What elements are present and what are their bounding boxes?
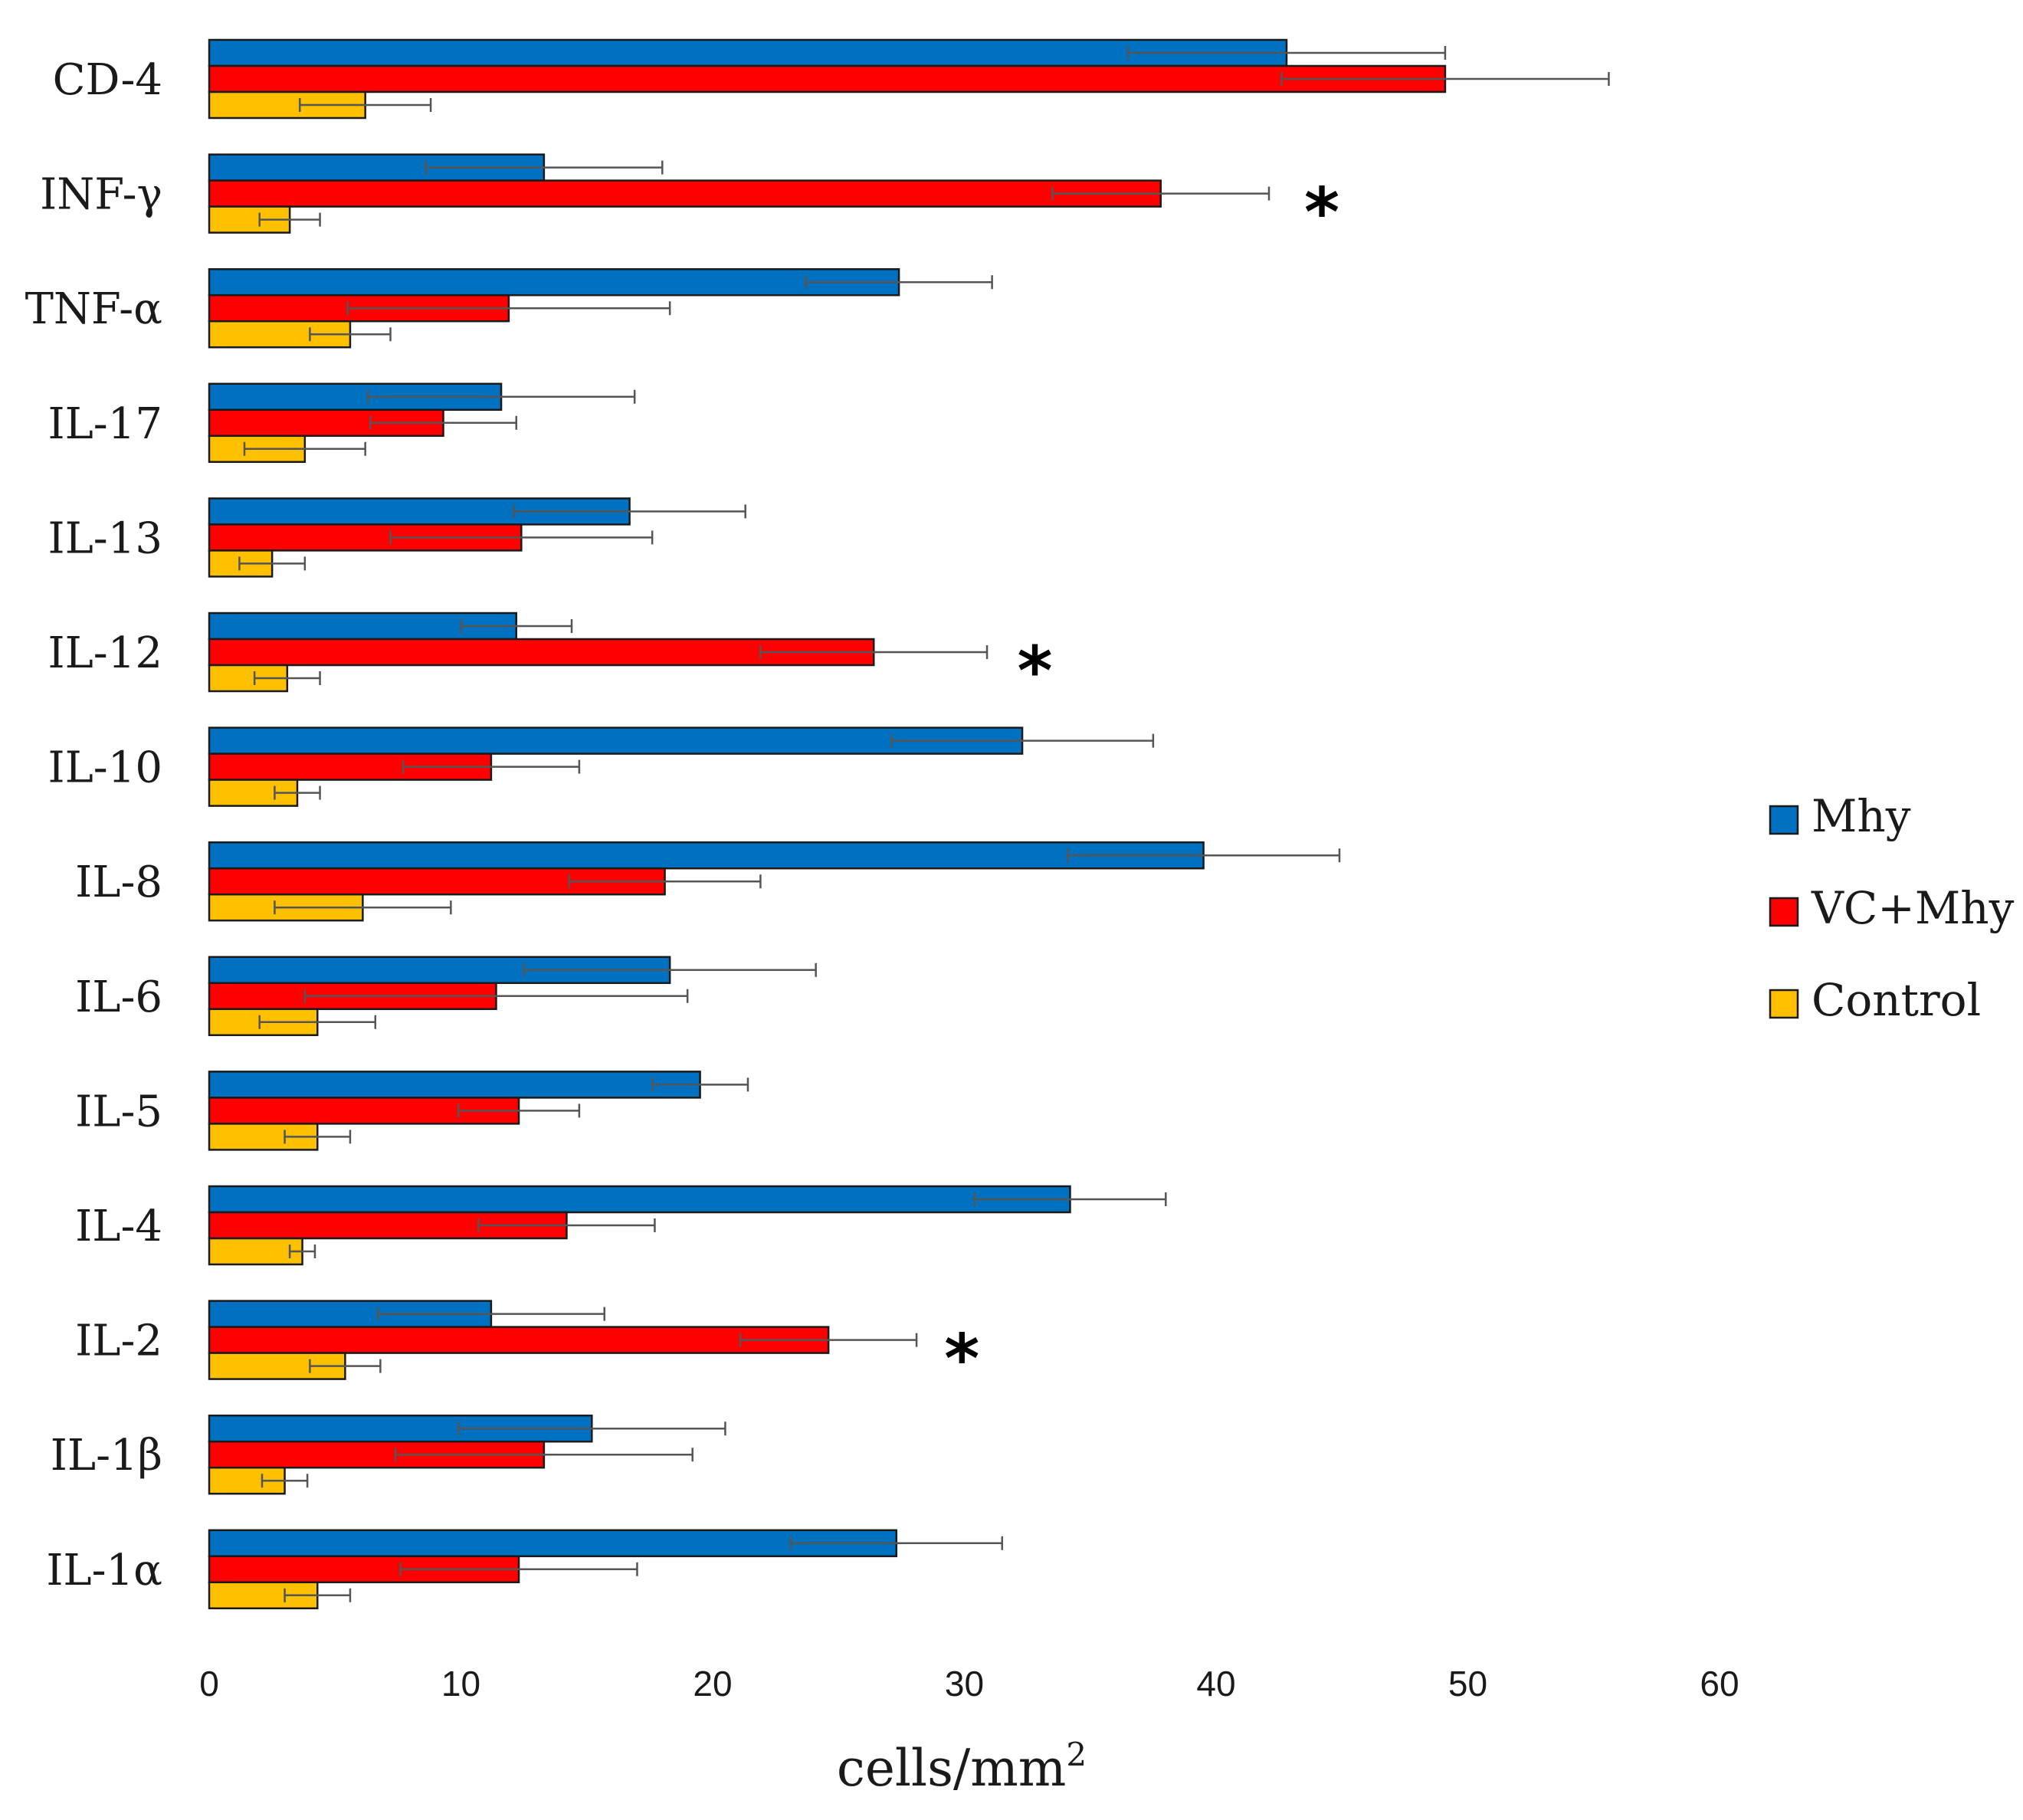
error-bar-mhy-il-17 [366, 389, 636, 404]
error-bar-control-il-2 [309, 1359, 382, 1373]
bar-vc-mhy-cd-4 [208, 64, 1447, 93]
x-axis-title-superscript: 2 [1066, 1736, 1087, 1773]
bar-vc-mhy-il-13 [208, 523, 523, 552]
category-label-il-1: IL-1β [51, 1431, 162, 1481]
significance-star-il-12: * [1017, 631, 1052, 710]
error-bar-vc-mhy-il-2 [739, 1333, 918, 1347]
error-bar-control-il-17 [243, 441, 366, 456]
error-bar-vc-mhy-il-12 [759, 645, 989, 659]
legend-swatch-control [1769, 989, 1799, 1019]
legend: Mhy VC+Mhy Control [1769, 790, 2015, 1026]
error-bar-vc-mhy-il-17 [369, 415, 518, 430]
bar-mhy-il-8 [208, 841, 1205, 870]
error-bar-vc-mhy-cd-4 [1280, 72, 1610, 86]
category-label-il-5: IL-5 [75, 1087, 162, 1136]
legend-label-control: Control [1812, 974, 1981, 1026]
error-bar-vc-mhy-il-5 [457, 1103, 581, 1118]
error-bar-mhy-il-2 [376, 1307, 605, 1321]
bar-mhy-il-4 [208, 1185, 1071, 1214]
error-bars-layer [238, 46, 1610, 1602]
significance-star-il-2: * [944, 1320, 979, 1399]
significance-markers: * * * [944, 173, 1339, 1399]
legend-swatch-mhy [1769, 805, 1799, 835]
error-bar-mhy-cd-4 [1126, 46, 1447, 60]
bar-vc-mhy-il-10 [208, 753, 493, 781]
error-bar-vc-mhy-inf [1051, 186, 1271, 201]
error-bar-mhy-il-1 [789, 1536, 1004, 1550]
category-label-il-1: IL-1α [46, 1546, 162, 1595]
error-bar-vc-mhy-il-8 [568, 874, 762, 889]
error-bar-mhy-il-13 [513, 504, 746, 519]
category-label-cd-4: CD-4 [53, 55, 162, 105]
error-bar-vc-mhy-il-1 [394, 1448, 693, 1462]
legend-label-vc-mhy: VC+Mhy [1811, 882, 2015, 934]
error-bar-control-il-10 [274, 785, 321, 800]
error-bar-control-il-4 [288, 1244, 316, 1258]
error-bar-control-il-13 [238, 556, 307, 571]
error-bar-mhy-tnf [805, 275, 993, 290]
error-bar-mhy-il-6 [523, 962, 817, 977]
category-label-il-13: IL-13 [48, 513, 163, 563]
category-label-il-4: IL-4 [75, 1202, 162, 1251]
x-tick-label-60: 60 [1700, 1664, 1739, 1704]
error-bar-vc-mhy-il-1 [399, 1562, 638, 1576]
error-bar-mhy-il-1 [457, 1422, 726, 1436]
category-label-il-17: IL-17 [48, 399, 163, 449]
legend-label-mhy: Mhy [1812, 790, 1911, 842]
category-label-il-2: IL-2 [75, 1317, 162, 1366]
error-bar-vc-mhy-il-13 [389, 530, 654, 545]
bar-mhy-tnf [208, 267, 900, 297]
x-tick-label-10: 10 [441, 1664, 480, 1704]
error-bar-control-inf [258, 212, 321, 227]
error-bar-mhy-il-5 [651, 1077, 749, 1092]
error-bar-vc-mhy-il-4 [477, 1218, 656, 1232]
x-tick-label-0: 0 [199, 1664, 219, 1704]
x-axis-title: cells/mm2 [837, 1736, 1087, 1798]
error-bar-mhy-il-4 [973, 1192, 1167, 1206]
bar-mhy-il-5 [208, 1071, 701, 1099]
x-tick-label-40: 40 [1196, 1664, 1235, 1704]
significance-star-inf: * [1304, 173, 1339, 252]
legend-swatch-vc-mhy [1769, 897, 1799, 927]
bar-mhy-il-1 [208, 1529, 898, 1558]
error-bar-control-il-5 [284, 1130, 352, 1144]
error-bar-mhy-il-8 [1066, 848, 1341, 863]
category-label-il-8: IL-8 [75, 858, 162, 907]
category-label-tnf: TNF-α [25, 284, 162, 334]
error-bar-vc-mhy-il-10 [402, 759, 581, 774]
x-tick-label-50: 50 [1448, 1664, 1487, 1704]
error-bar-mhy-il-12 [460, 619, 573, 633]
error-bar-control-il-1 [284, 1588, 352, 1602]
bar-control-il-4 [208, 1237, 303, 1266]
bar-vc-mhy-il-2 [208, 1326, 830, 1354]
error-bar-control-il-6 [258, 1015, 377, 1029]
bars-layer [208, 38, 1447, 1610]
error-bar-control-il-1 [261, 1474, 309, 1488]
category-label-il-10: IL-10 [48, 743, 163, 793]
category-label-inf: INF-γ [40, 170, 162, 220]
error-bar-vc-mhy-tnf [346, 301, 671, 316]
x-tick-labels: 0 10 20 30 40 50 60 [199, 1664, 1739, 1704]
bar-vc-mhy-inf [208, 179, 1162, 208]
error-bar-control-il-8 [274, 900, 452, 915]
error-bar-mhy-il-10 [890, 733, 1155, 748]
bar-mhy-cd-4 [208, 38, 1288, 67]
error-bar-mhy-inf [425, 160, 664, 175]
error-bar-control-cd-4 [299, 98, 432, 112]
error-bar-control-il-12 [253, 671, 321, 685]
category-label-il-6: IL-6 [75, 972, 162, 1022]
x-tick-label-20: 20 [693, 1664, 732, 1704]
error-bar-control-tnf [309, 327, 392, 342]
error-bar-vc-mhy-il-6 [303, 989, 689, 1003]
category-label-il-12: IL-12 [48, 628, 163, 678]
x-tick-label-30: 30 [945, 1664, 984, 1704]
category-labels: CD-4 INF-γ TNF-α IL-17 IL-13 IL-12 IL-10 IL-8 IL… [25, 55, 162, 1595]
